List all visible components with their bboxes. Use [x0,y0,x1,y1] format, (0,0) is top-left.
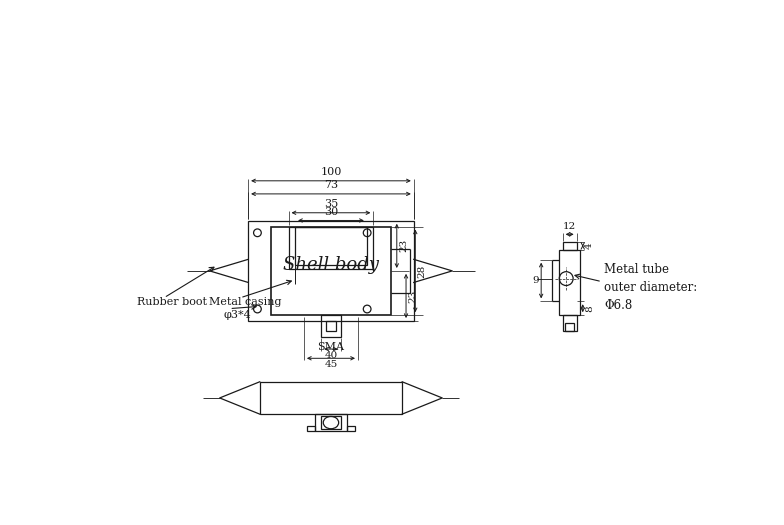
Text: 9: 9 [532,276,539,285]
Text: Rubber boot: Rubber boot [137,297,207,307]
Bar [315,414,347,431]
Bar [271,227,390,315]
Bar [289,227,373,269]
Bar [565,323,574,331]
Bar [260,382,402,414]
Text: 40: 40 [325,351,338,360]
Bar [295,227,367,265]
Text: Metal tube
outer diameter:
Φ6.8: Metal tube outer diameter: Φ6.8 [604,264,698,312]
Bar [249,221,414,321]
Text: 30: 30 [324,207,338,217]
Bar [321,315,340,337]
Text: Metal casing: Metal casing [209,297,281,307]
Bar [347,426,355,431]
Text: 35: 35 [324,199,338,209]
Bar [321,416,341,429]
Bar [325,321,336,331]
Bar [307,426,315,431]
Bar [563,315,576,331]
Text: 23: 23 [408,289,417,302]
Text: 4: 4 [585,243,594,249]
Text: 45: 45 [325,360,338,369]
Text: 12: 12 [563,222,576,231]
Text: 8: 8 [585,305,594,311]
Text: 23: 23 [399,239,408,253]
Text: 73: 73 [324,180,338,190]
Text: 100: 100 [321,167,342,177]
Text: 28: 28 [418,264,426,278]
Text: SMA: SMA [318,342,344,352]
Text: Shell body: Shell body [283,256,379,274]
Text: φ3*4: φ3*4 [223,310,251,320]
Bar [563,242,576,250]
Bar [559,250,580,315]
